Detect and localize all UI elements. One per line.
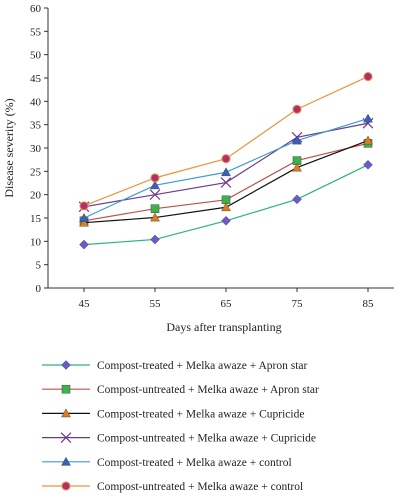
data-point [150, 180, 160, 190]
data-point [79, 217, 89, 227]
legend-label: Compost-untreated + Melka awaze + Cupric… [97, 433, 316, 445]
legend-item: Compost-untreated + Melka awaze + contro… [42, 481, 303, 493]
x-tick-label: 75 [292, 298, 304, 310]
data-point [150, 204, 160, 213]
series-3 [79, 135, 373, 227]
x-marker-stroke [60, 432, 72, 443]
data-point [292, 135, 302, 145]
series-5 [79, 113, 373, 222]
data-point [79, 239, 89, 250]
data-point [292, 104, 302, 114]
data-point [220, 177, 232, 188]
x-tick-label: 65 [221, 298, 233, 310]
triangle-marker [61, 456, 71, 466]
data-point [221, 202, 231, 212]
data-point [363, 113, 373, 123]
x-tick-label: 45 [79, 298, 91, 310]
data-point [363, 72, 373, 82]
diamond-marker [61, 360, 71, 370]
legend-label: Compost-treated + Melka awaze + Apron st… [97, 360, 307, 372]
x-marker-stroke [220, 177, 232, 188]
legend-item: Compost-treated + Melka awaze + Cupricid… [42, 408, 304, 420]
y-tick-label: 60 [30, 3, 42, 15]
data-point [221, 216, 231, 226]
triangle-marker [61, 408, 71, 418]
x-marker [60, 432, 72, 443]
axes: 0 5 10 15 20 25 30 35 40 45 50 55 60 45 55 65 75 85 [30, 3, 394, 310]
legend-label: Compost-untreated + Melka awaze + contro… [97, 481, 303, 493]
square-marker [61, 384, 71, 394]
legend-item: Compost-treated + Melka awaze + control [42, 457, 292, 469]
data-point [363, 135, 373, 145]
series-6 [79, 72, 373, 211]
y-tick-label: 15 [30, 213, 42, 225]
x-axis-title: Days after transplanting [166, 320, 281, 334]
legend-label: Compost-treated + Melka awaze + Cupricid… [97, 408, 304, 420]
series-line [83, 76, 369, 207]
series-layer [78, 72, 374, 250]
y-tick-label: 35 [30, 120, 42, 132]
y-tick-label: 20 [30, 190, 42, 202]
legend-label: Compost-untreated + Melka awaze + Apron … [97, 384, 319, 396]
x-tick-label: 85 [363, 298, 375, 310]
data-point [221, 154, 231, 164]
y-tick-label: 25 [30, 166, 42, 178]
data-point [150, 212, 160, 222]
data-point [79, 213, 89, 222]
data-point [79, 201, 89, 211]
data-point [149, 189, 161, 201]
legend-item: Compost-treated + Melka awaze + Apron st… [42, 360, 307, 372]
x-tick-label: 55 [150, 298, 162, 310]
y-tick-label: 5 [36, 260, 42, 272]
data-point [221, 167, 231, 177]
y-tick-label: 40 [30, 96, 42, 108]
y-tick-label: 10 [30, 236, 42, 248]
data-point [292, 194, 302, 205]
legend-item: Compost-untreated + Melka awaze + Cupric… [42, 432, 316, 445]
y-tick-label: 30 [30, 143, 42, 155]
y-tick-label: 45 [30, 73, 42, 85]
data-point [150, 234, 160, 245]
circle-marker [61, 481, 71, 491]
y-tick-label: 55 [30, 26, 42, 38]
y-axis-title: Disease severity (%) [2, 98, 16, 197]
y-tick-label: 0 [36, 283, 42, 295]
series-line [83, 122, 369, 208]
data-point [150, 173, 160, 183]
y-tick-label: 50 [30, 50, 42, 62]
data-point [292, 162, 302, 172]
x-marker-stroke [149, 189, 161, 201]
data-point [363, 160, 373, 170]
legend-label: Compost-treated + Melka awaze + control [97, 457, 292, 469]
series-1 [79, 160, 373, 250]
legend: Compost-treated + Melka awaze + Apron st… [42, 360, 319, 493]
legend-item: Compost-untreated + Melka awaze + Apron … [42, 384, 319, 396]
